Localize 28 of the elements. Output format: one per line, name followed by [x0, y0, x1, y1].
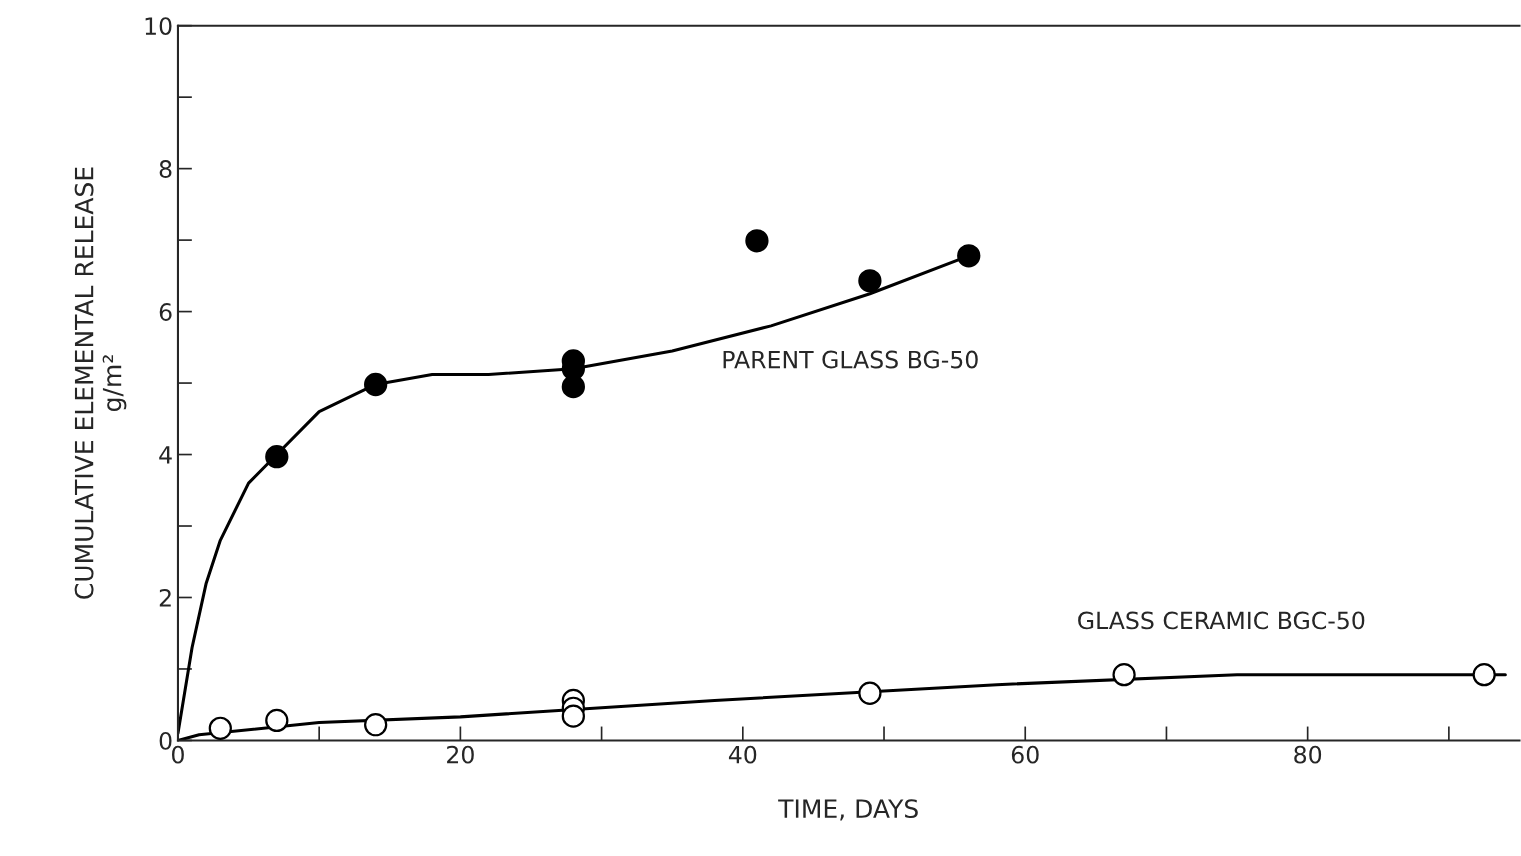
x-tick-label: 20 [447, 745, 474, 764]
x-axis-title: TIME, DAYS [778, 799, 918, 821]
x-tick-label: 60 [1011, 745, 1039, 764]
point [858, 681, 882, 705]
point [1112, 663, 1136, 687]
x-tick-label: 80 [1294, 745, 1322, 764]
point [265, 708, 289, 733]
point [745, 229, 769, 253]
annotation: PARENT GLASS BG-50 [723, 350, 978, 369]
y-tick-label: 2 [159, 588, 171, 607]
point [858, 269, 882, 293]
y-tick-label: 6 [159, 303, 172, 321]
point [208, 716, 232, 740]
point [957, 244, 981, 268]
point [364, 372, 388, 397]
y-axis-title: CUMULATIVE ELEMENTAL RELEASE g/m² [74, 167, 127, 599]
annotation: GLASS CERAMIC BGC-50 [1078, 611, 1365, 630]
point [364, 713, 388, 737]
y-tick-label: 4 [159, 446, 172, 464]
point [561, 374, 585, 399]
y-tick-label: 8 [159, 160, 172, 178]
point [1472, 663, 1496, 687]
x-tick-label: 0 [172, 745, 184, 764]
y-tick-label: 10 [145, 17, 172, 35]
point [265, 445, 289, 469]
point [561, 704, 585, 728]
x-tick-label: 40 [728, 745, 757, 764]
y-tick-label: 0 [159, 731, 172, 750]
